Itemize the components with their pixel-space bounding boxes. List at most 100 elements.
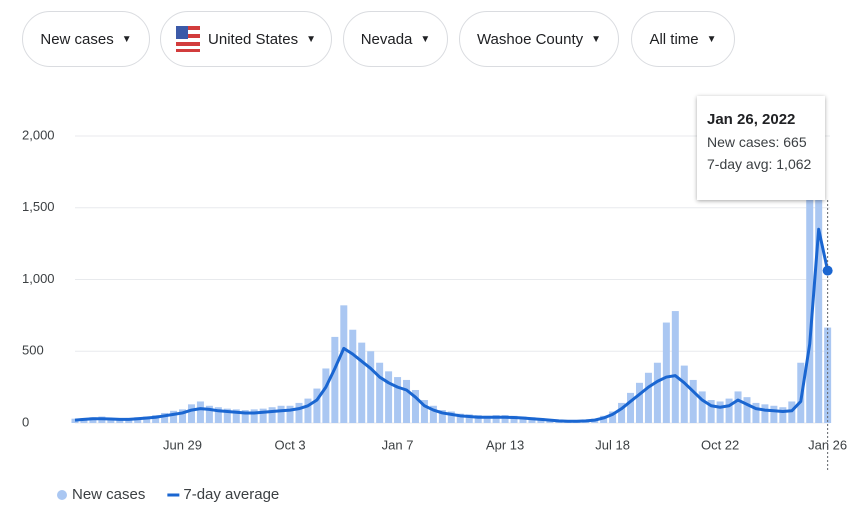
bar: [824, 327, 832, 423]
bar: [456, 413, 464, 423]
bar: [268, 407, 276, 423]
avg-line: [74, 227, 830, 423]
tooltip-line: 7-day avg: 1,062: [707, 156, 812, 172]
bar: [761, 404, 769, 423]
x-tick-label: Oct 3: [275, 437, 306, 452]
y-tick-label: 1,500: [22, 199, 55, 214]
bar: [411, 389, 419, 423]
dropdown-arrow: ▼: [591, 33, 602, 45]
x-tick-label: Jul 18: [595, 437, 630, 452]
filter-label: United States: [208, 30, 299, 48]
bar: [277, 405, 285, 423]
bar: [618, 402, 626, 423]
bar: [295, 402, 303, 423]
y-tick-label: 0: [22, 414, 29, 429]
bar: [465, 414, 473, 423]
bar: [71, 418, 79, 423]
bar: [331, 336, 339, 423]
state-filter[interactable]: Nevada ▼: [343, 11, 448, 67]
bar: [635, 382, 643, 423]
bar: [662, 322, 670, 423]
bar: [501, 415, 509, 423]
bar: [743, 397, 751, 423]
x-tick-label: Apr 13: [486, 437, 524, 452]
flag-icon: [176, 26, 201, 52]
bar: [358, 342, 366, 423]
bar: [179, 409, 187, 423]
bar: [519, 416, 527, 423]
county-filter[interactable]: Washoe County ▼: [459, 11, 619, 67]
bar: [689, 379, 697, 423]
bar: [770, 405, 778, 423]
bar: [752, 402, 760, 423]
bar: [734, 391, 742, 423]
legend-swatch: [57, 490, 67, 500]
bar: [779, 407, 787, 423]
bar: [205, 405, 213, 423]
bar: [474, 415, 482, 423]
bar: [403, 379, 411, 423]
bar: [725, 398, 733, 423]
x-tick-label: Oct 22: [701, 437, 739, 452]
bar: [698, 391, 706, 423]
bar: [806, 179, 814, 423]
bar: [152, 415, 160, 423]
legend-label: 7-day average: [183, 486, 279, 503]
bar: [286, 405, 294, 423]
filter-label: Washoe County: [476, 30, 584, 48]
bar: [627, 392, 635, 423]
bar: [707, 400, 715, 423]
bar: [394, 377, 402, 423]
bar: [376, 362, 384, 423]
bar: [447, 411, 455, 423]
bar: [429, 405, 437, 423]
bar: [313, 388, 321, 423]
bar: [232, 409, 240, 423]
bar: [196, 401, 204, 423]
time-filter[interactable]: All time ▼: [631, 11, 735, 67]
metric-filter[interactable]: New cases ▼: [22, 11, 150, 67]
filter-label: All time: [649, 30, 699, 48]
bar: [250, 409, 258, 423]
bar: [304, 398, 312, 423]
bar: [609, 411, 617, 423]
x-tick-label: Jan 7: [382, 437, 414, 452]
dropdown-arrow: ▼: [121, 33, 132, 45]
bar: [644, 372, 652, 423]
bar: [259, 408, 267, 423]
bar: [671, 311, 679, 423]
hover-dot: [822, 265, 833, 276]
bar: [214, 407, 222, 423]
bar: [241, 410, 249, 423]
filter-label: New cases: [40, 30, 114, 48]
y-tick-label: 1,000: [22, 271, 55, 286]
bar: [349, 329, 357, 423]
country-filter[interactable]: United States ▼: [160, 11, 332, 67]
tooltip: Jan 26, 2022 New cases: 665 7-day avg: 1…: [697, 96, 825, 200]
bar: [107, 417, 115, 423]
bar: [223, 408, 231, 423]
bar: [716, 401, 724, 423]
tooltip-title: Jan 26, 2022: [707, 111, 796, 128]
y-tick-label: 500: [22, 343, 44, 358]
bar: [680, 365, 688, 423]
bar: [143, 416, 151, 423]
bar: [322, 368, 330, 423]
dropdown-arrow: ▼: [306, 33, 316, 45]
bar: [385, 371, 393, 423]
bar: [815, 150, 823, 423]
dropdown-arrow: ▼: [420, 33, 431, 45]
bar: [438, 410, 446, 423]
bar: [510, 415, 518, 423]
tooltip-line: New cases: 665: [707, 134, 807, 150]
bar: [170, 410, 178, 423]
bar: [367, 351, 375, 423]
bar: [161, 412, 169, 423]
legend-label: New cases: [72, 486, 145, 503]
bar: [492, 415, 500, 423]
filter-label: Nevada: [360, 30, 413, 48]
y-tick-label: 2,000: [22, 127, 55, 142]
bar: [653, 362, 661, 423]
bar: [420, 400, 428, 423]
